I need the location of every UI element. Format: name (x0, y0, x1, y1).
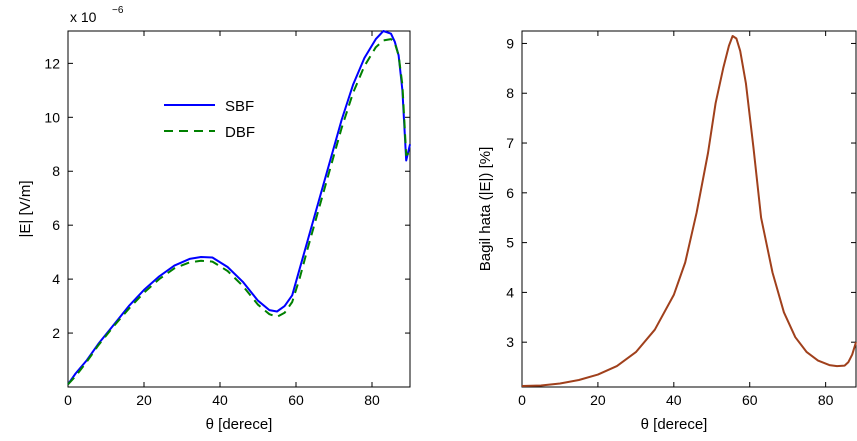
legend-label-dbf: DBF (225, 124, 255, 141)
x-axis-label: θ [derece] (641, 416, 708, 433)
y-tick-label: 6 (52, 217, 60, 233)
x-tick-label: 40 (666, 392, 682, 408)
y-axis-label: |E| [V/m] (17, 181, 34, 238)
axis-ticks: 0 20 40 60 80 2 4 6 8 10 12 (44, 31, 410, 408)
x-tick-label: 80 (364, 392, 380, 408)
axis-ticks: 0 20 40 60 80 3 4 5 6 7 8 9 (506, 31, 856, 408)
relative-error-chart: 0 20 40 60 80 3 4 5 6 7 8 9 θ [derece] Bagil hata (… (477, 30, 857, 433)
x-tick-label: 80 (818, 392, 834, 408)
x-tick-label: 60 (288, 392, 304, 408)
dbf-series-line (67, 38, 411, 385)
y-axis-label: Bagil hata (|E|) [%] (477, 147, 494, 272)
legend: SBF DBF (164, 98, 255, 141)
x-axis-label: θ [derece] (206, 416, 273, 433)
y-tick-label: 7 (506, 135, 514, 151)
y-tick-label: 2 (52, 325, 60, 341)
data-lines (67, 30, 411, 385)
x-tick-label: 0 (518, 392, 526, 408)
y-tick-label: 4 (506, 284, 514, 300)
y-tick-label: 6 (506, 185, 514, 201)
plot-area-frame (67, 30, 411, 388)
plot-area-frame (521, 30, 857, 388)
field-magnitude-chart: 0 20 40 60 80 2 4 6 8 10 12 x 10 −6 θ [derece] |E|… (17, 5, 411, 433)
x-tick-label: 20 (136, 392, 152, 408)
x-tick-label: 20 (590, 392, 606, 408)
y-tick-label: 8 (506, 85, 514, 101)
x-tick-label: 40 (212, 392, 228, 408)
x-tick-label: 0 (64, 392, 72, 408)
relative-error-series-line (521, 35, 857, 387)
y-tick-label: 4 (52, 271, 60, 287)
y-multiplier-label: x 10 (70, 9, 97, 25)
y-multiplier-exponent: −6 (112, 5, 124, 16)
sbf-series-line (67, 30, 411, 385)
x-tick-label: 60 (742, 392, 758, 408)
y-tick-label: 9 (506, 35, 514, 51)
y-tick-label: 3 (506, 334, 514, 350)
data-lines (521, 35, 857, 387)
y-tick-label: 10 (44, 109, 60, 125)
y-tick-label: 8 (52, 163, 60, 179)
legend-label-sbf: SBF (225, 98, 254, 115)
y-tick-label: 5 (506, 235, 514, 251)
y-tick-label: 12 (44, 55, 60, 71)
